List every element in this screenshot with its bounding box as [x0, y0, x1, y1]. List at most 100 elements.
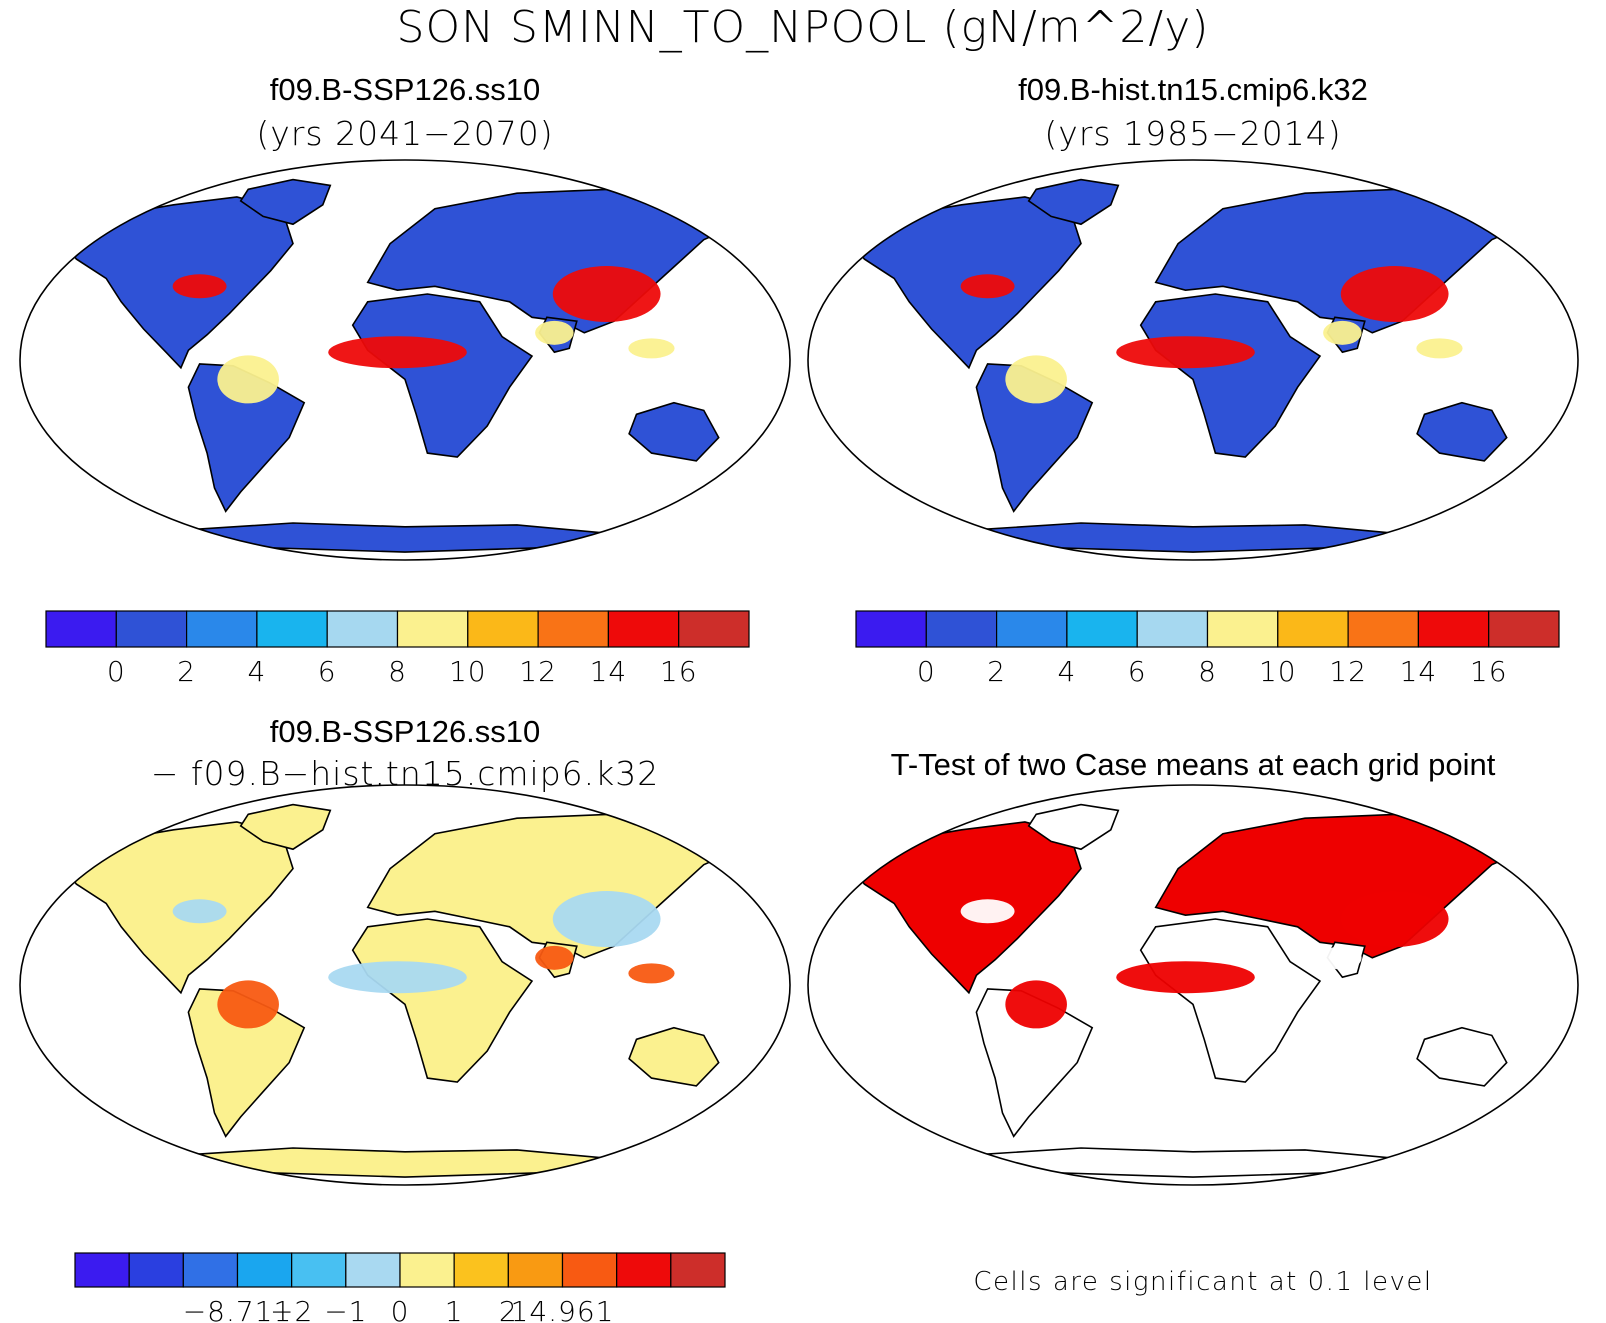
- colorbar-tick-label: 4: [247, 655, 266, 688]
- field-region: [960, 899, 1015, 924]
- map-border: [807, 784, 1579, 1186]
- panel-subtitle: (yrs 1985−2014): [1044, 114, 1341, 153]
- land-layer: [848, 803, 1539, 1178]
- continent-greenland: [239, 803, 332, 851]
- continent-greenland: [1027, 178, 1120, 226]
- colorbar-tick-label: 8: [388, 655, 407, 688]
- map-border: [19, 159, 791, 561]
- map-panel-2: f09.B-hist.tn15.cmip6.k32 (yrs 1985−2014): [807, 72, 1579, 561]
- colorbar-box: [1066, 610, 1138, 648]
- colorbar-tick-label: 1: [445, 1295, 464, 1323]
- figure-title: SON SMINN_TO_NPOOL (gN/m^2/y): [397, 2, 1210, 53]
- colorbar-tick-label: 6: [318, 655, 337, 688]
- colorbar-box: [1136, 610, 1209, 648]
- colorbar-box: [1488, 610, 1560, 648]
- colorbar-box: [616, 1252, 672, 1288]
- field-region: [535, 320, 574, 345]
- panel-title: T-Test of two Case means at each grid po…: [891, 747, 1496, 782]
- field-region: [552, 266, 661, 323]
- colorbar-box: [291, 1252, 347, 1288]
- colorbar-box: [74, 1252, 130, 1288]
- colorbar-panel-2: 0 2 4 6 8 10 12 14 16: [855, 610, 1560, 688]
- colorbar-tick-label: 4: [1057, 655, 1076, 688]
- map-border: [19, 784, 791, 1186]
- colorbar-tick-label: −2: [270, 1295, 313, 1323]
- colorbar-box: [256, 610, 328, 648]
- colorbar-box: [467, 610, 539, 648]
- colorbar-tick-label: 0: [391, 1295, 410, 1323]
- map-panel-3: f09.B-SSP126.ss10− f09.B−hist.tn15.cmip6…: [19, 714, 791, 1186]
- colorbar-box: [45, 610, 117, 648]
- colorbar-box: [1417, 610, 1490, 648]
- colorbar-box: [399, 1252, 455, 1288]
- field-region: [1416, 338, 1463, 359]
- colorbar-tick-label: 2: [177, 655, 196, 688]
- colorbar-box: [453, 1252, 509, 1288]
- continent-australia: [628, 401, 720, 462]
- colorbar-tick-label: 12: [519, 655, 557, 688]
- field-region: [552, 891, 661, 948]
- colorbar-box: [186, 610, 258, 648]
- colorbar-box: [345, 1252, 401, 1288]
- continent-australia: [1416, 401, 1508, 462]
- colorbar-box: [1347, 610, 1419, 648]
- continent-greenland: [239, 178, 332, 226]
- colorbar-box: [561, 1252, 618, 1288]
- colorbar-box: [236, 1252, 293, 1288]
- field-region: [1005, 980, 1067, 1029]
- colorbar-box: [925, 610, 998, 648]
- colorbar-tick-label: 2: [499, 1295, 518, 1323]
- colorbar-tick-label: 14.961: [511, 1295, 615, 1323]
- field-region: [535, 945, 574, 970]
- colorbar-box: [537, 610, 609, 648]
- colorbar-tick-label: 0: [917, 655, 936, 688]
- colorbar-tick-label: 10: [449, 655, 487, 688]
- colorbar-tick-label: −1: [324, 1295, 367, 1323]
- field-region: [328, 961, 467, 994]
- field-region: [217, 355, 279, 404]
- field-region: [172, 274, 227, 299]
- colorbar-box: [182, 1252, 239, 1288]
- colorbar-box: [507, 1252, 564, 1288]
- colorbar-box: [1206, 610, 1279, 648]
- colorbar-box: [128, 1252, 184, 1288]
- field-region: [628, 338, 675, 359]
- field-region: [628, 963, 675, 984]
- map-panel-4: T-Test of two Case means at each grid po…: [807, 747, 1579, 1186]
- field-region: [1116, 336, 1255, 369]
- colorbar-box: [326, 610, 399, 648]
- map-border: [807, 159, 1579, 561]
- field-region: [960, 274, 1015, 299]
- panel-title: f09.B-hist.tn15.cmip6.k32: [1018, 72, 1368, 107]
- colorbar-panel-1: 0 2 4 6 8 10 12 14 16: [45, 610, 750, 688]
- continent-australia: [1416, 1026, 1508, 1087]
- field-region: [1323, 320, 1362, 345]
- land-layer: [60, 803, 751, 1178]
- land-layer: [848, 178, 1539, 553]
- field-region: [1340, 891, 1449, 948]
- colorbar-box: [396, 610, 469, 648]
- continent-australia: [628, 1026, 720, 1087]
- colorbar-tick-label: 0: [107, 655, 126, 688]
- field-region: [1005, 355, 1067, 404]
- colorbar-panel-3: −8.711−2 −1 0 1 214.961: [74, 1252, 726, 1323]
- land-layer: [60, 178, 751, 553]
- colorbar-tick-label: 16: [1470, 655, 1508, 688]
- colorbar-box: [115, 610, 188, 648]
- colorbar-tick-label: −8.711: [183, 1295, 293, 1323]
- continent-greenland: [1027, 803, 1120, 851]
- colorbar-tick-label: 16: [660, 655, 698, 688]
- colorbar-box: [855, 610, 927, 648]
- colorbar-box: [670, 1252, 726, 1288]
- field-region: [217, 980, 279, 1029]
- colorbar-box: [995, 610, 1068, 648]
- field-region: [1340, 266, 1449, 323]
- colorbar-box: [678, 610, 750, 648]
- field-region: [172, 899, 227, 924]
- colorbar-tick-label: 2: [987, 655, 1006, 688]
- panel-title: f09.B-SSP126.ss10: [270, 714, 541, 749]
- panel-subtitle: (yrs 2041−2070): [256, 114, 553, 153]
- colorbar-tick-label: 6: [1128, 655, 1147, 688]
- colorbar-box: [1277, 610, 1349, 648]
- map-panel-1: f09.B-SSP126.ss10 (yrs 2041−2070): [19, 72, 791, 561]
